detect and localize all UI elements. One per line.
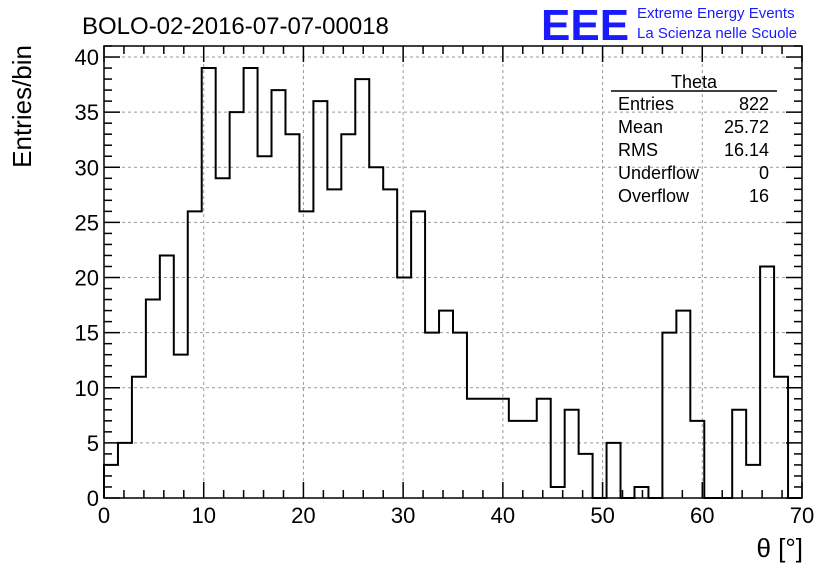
x-tick-label: 20 (291, 503, 315, 528)
stats-title: Theta (671, 72, 718, 92)
y-tick-label: 0 (87, 486, 99, 511)
logo-line-1: Extreme Energy Events (637, 5, 795, 22)
stats-label: Overflow (618, 186, 690, 206)
y-tick-label: 30 (75, 155, 99, 180)
x-tick-label: 60 (690, 503, 714, 528)
stats-value: 16.14 (724, 140, 769, 160)
x-tick-label: 40 (491, 503, 515, 528)
stats-label: RMS (618, 140, 658, 160)
stats-label: Underflow (618, 163, 700, 183)
chart-title: BOLO-02-2016-07-07-00018 (82, 13, 389, 40)
eee-logo: EEE Extreme Energy Events La Scienza nel… (541, 1, 797, 50)
y-axis-label: Entries/bin (7, 45, 37, 168)
x-tick-label: 30 (391, 503, 415, 528)
x-axis-label: θ [°] (756, 533, 803, 563)
stats-rows: Entries 822 Mean 25.72 RMS 16.14 Underflow 0 Ove… (618, 94, 769, 206)
histogram-step-line (103, 67, 802, 499)
stats-value: 0 (759, 163, 769, 183)
stats-value: 16 (749, 186, 769, 206)
logo-line-2: La Scienza nelle Scuole (637, 25, 797, 42)
x-tick-label: 70 (790, 503, 814, 528)
grid-lines (104, 46, 802, 498)
y-tick-label: 5 (87, 431, 99, 456)
y-tick-label: 15 (75, 321, 99, 346)
stats-label: Entries (618, 94, 674, 114)
stats-value: 25.72 (724, 117, 769, 137)
stats-value: 822 (739, 94, 769, 114)
x-tick-label: 0 (98, 503, 110, 528)
y-tick-label: 40 (75, 45, 99, 70)
y-tick-label: 20 (75, 266, 99, 291)
y-tick-label: 25 (75, 210, 99, 235)
stats-box: Theta Entries 822 Mean 25.72 RMS 16.14 Underfl… (611, 72, 777, 206)
plot-frame (103, 45, 803, 499)
logo-mark: EEE (541, 1, 629, 50)
x-tick-label: 10 (191, 503, 215, 528)
y-tick-label: 35 (75, 100, 99, 125)
axis-ticks: 0 10 20 30 40 50 60 70 0 5 10 15 20 25 30 35 40 (75, 45, 815, 528)
stats-label: Mean (618, 117, 663, 137)
y-tick-label: 10 (75, 376, 99, 401)
x-tick-label: 50 (590, 503, 614, 528)
